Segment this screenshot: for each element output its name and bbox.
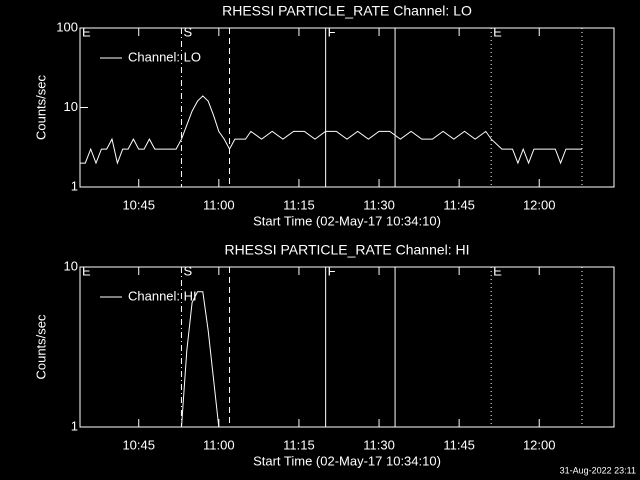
y-axis-label: Counts/sec <box>33 74 48 140</box>
x-tick-label: 12:00 <box>523 437 556 452</box>
x-tick-label: 11:15 <box>283 437 315 452</box>
x-tick-label: 10:45 <box>122 437 155 452</box>
footer: 31-Aug-2022 23:11 <box>560 465 636 475</box>
event-label: S <box>183 24 192 39</box>
x-tick-label: 11:30 <box>363 437 395 452</box>
y-axis-label: Counts/sec <box>33 314 48 380</box>
data-line <box>181 291 220 427</box>
event-label: E <box>82 24 91 39</box>
chart-title: RHESSI PARTICLE_RATE Channel: HI <box>224 242 469 258</box>
x-tick-label: 11:30 <box>363 197 395 212</box>
event-label: E <box>493 263 502 278</box>
event-label: F <box>328 263 336 278</box>
event-label: E <box>82 263 91 278</box>
x-tick-label: 11:00 <box>203 437 235 452</box>
event-label: F <box>328 24 336 39</box>
x-tick-label: 12:00 <box>523 197 556 212</box>
legend-label: Channel: HI <box>128 288 197 303</box>
data-line <box>80 95 582 165</box>
event-label: S <box>183 263 192 278</box>
event-label: E <box>493 24 502 39</box>
legend-label: Channel: LO <box>128 49 201 64</box>
y-tick-label: 100 <box>56 19 78 34</box>
x-tick-label: 10:45 <box>122 197 155 212</box>
x-tick-label: 11:15 <box>283 197 315 212</box>
chart-title: RHESSI PARTICLE_RATE Channel: LO <box>222 3 472 19</box>
x-tick-label: 11:00 <box>203 197 235 212</box>
x-tick-label: 11:45 <box>443 437 475 452</box>
y-tick-label: 1 <box>71 418 78 433</box>
x-tick-label: 11:45 <box>443 197 475 212</box>
y-tick-label: 10 <box>64 99 78 114</box>
y-tick-label: 10 <box>64 258 78 273</box>
x-axis-label: Start Time (02-May-17 10:34:10) <box>253 453 441 468</box>
y-tick-label: 1 <box>71 178 78 193</box>
x-axis-label: Start Time (02-May-17 10:34:10) <box>253 213 441 228</box>
